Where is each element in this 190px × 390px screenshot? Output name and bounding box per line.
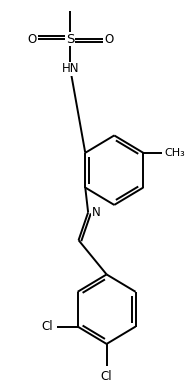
Text: HN: HN xyxy=(62,62,79,75)
Text: Cl: Cl xyxy=(41,320,53,333)
Text: O: O xyxy=(27,33,37,46)
Text: Cl: Cl xyxy=(101,370,112,383)
Text: N: N xyxy=(92,206,101,219)
Text: CH₃: CH₃ xyxy=(164,148,185,158)
Text: O: O xyxy=(104,33,113,46)
Text: S: S xyxy=(66,33,74,46)
